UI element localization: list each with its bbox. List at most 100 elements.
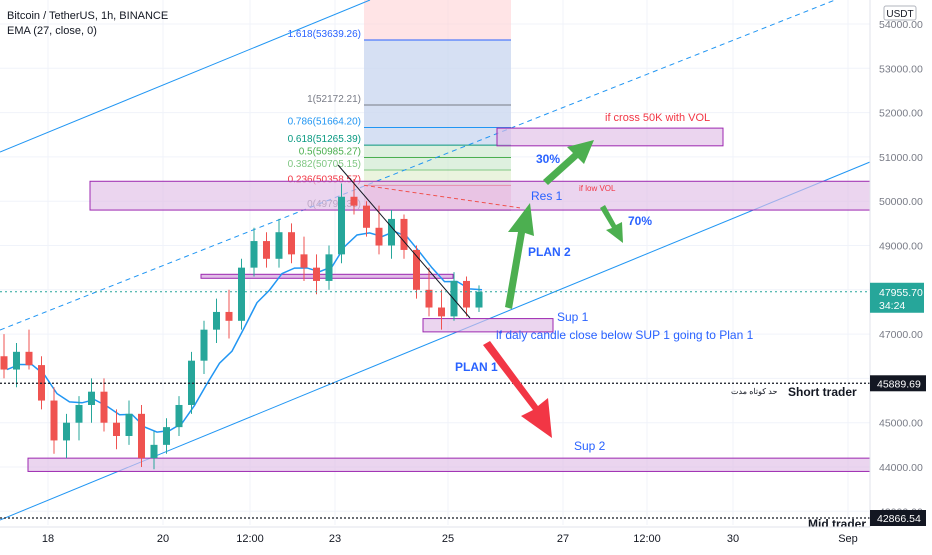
- ema-line: [6, 230, 483, 433]
- ema-legend[interactable]: EMA (27, close, 0): [7, 25, 97, 37]
- price-tick-label: 52000.00: [879, 108, 923, 120]
- candle-body: [0, 356, 8, 370]
- time-tick-label: 23: [329, 533, 341, 545]
- candle-body: [188, 360, 195, 405]
- candle-body: [163, 427, 170, 445]
- mid-level-tag: [870, 510, 926, 526]
- candle-body: [325, 254, 333, 281]
- candle-body: [238, 267, 245, 321]
- short-trader-fa-label: حد کوتاه مدت: [731, 387, 777, 396]
- candle-body: [288, 232, 295, 255]
- plan1-label: PLAN 1: [455, 360, 498, 374]
- time-tick-label: Sep: [838, 533, 858, 545]
- fib-zone-blue: [364, 39, 511, 146]
- candle-body: [463, 280, 470, 308]
- candle-body: [213, 311, 220, 330]
- currency-badge: [883, 5, 917, 21]
- fib-level-label: 1(52172.21): [307, 94, 361, 105]
- time-tick-label: 18: [42, 533, 54, 545]
- time-axis-bg: [0, 527, 932, 550]
- fib-level-label: 0.382(50705.15): [288, 159, 361, 170]
- time-tick-label: 20: [157, 533, 169, 545]
- sup1-zone: [422, 318, 554, 333]
- candle-body: [100, 391, 108, 423]
- price-tick-label: 53000.00: [879, 63, 923, 75]
- candle-body: [338, 196, 345, 255]
- candle-body: [275, 232, 283, 259]
- downtrend-line: [337, 164, 471, 319]
- fibonacci-retracement[interactable]: 1.618(53639.26) 1(52172.21) 0.786(51664.20…: [288, 0, 511, 211]
- candle-body: [88, 391, 95, 405]
- candle-body: [388, 218, 395, 246]
- daily-note-label: if daly candle close below SUP 1 going t…: [496, 328, 754, 342]
- fib-level-label: 1.618(53639.26): [288, 29, 361, 40]
- candle-body: [225, 311, 233, 321]
- chart-legend: Bitcoin / TetherUS, 1h, BINANCE EMA (27,…: [7, 9, 168, 39]
- candle-body: [313, 267, 320, 281]
- fib-level-label: 0.236(50358.57): [288, 174, 361, 185]
- candle-body: [200, 329, 208, 361]
- time-axis[interactable]: 18 20 12:00 23 25 27 12:00 30 Sep: [0, 526, 932, 550]
- candle-body: [150, 444, 158, 459]
- price-tick-label: 47000.00: [879, 329, 923, 341]
- plan2-label: PLAN 2: [528, 245, 571, 259]
- res1-zone: [89, 180, 871, 211]
- currency-label: USDT: [886, 9, 913, 20]
- candle-body: [25, 351, 33, 366]
- candle-body: [300, 254, 308, 268]
- short-trader-label: Short trader: [788, 385, 857, 399]
- time-tick-label: 27: [557, 533, 569, 545]
- symbol-title[interactable]: Bitcoin / TetherUS, 1h, BINANCE: [7, 10, 169, 22]
- time-tick-label: 25: [442, 533, 454, 545]
- candle-body: [363, 205, 370, 228]
- drawing-overlays[interactable]: Res 1 Sup 1 Sup 2 PLAN 1 PLAN 2 30% 70% if cros…: [0, 112, 870, 531]
- candle-body: [263, 241, 270, 259]
- candle-body: [75, 404, 83, 423]
- price-tick-label: 50000.00: [879, 196, 923, 208]
- time-tick-label: 12:00: [633, 533, 661, 545]
- candle-body: [250, 241, 258, 268]
- candle-body: [475, 291, 483, 308]
- sup2-label: Sup 2: [574, 439, 606, 453]
- price-tick-label: 45000.00: [879, 418, 923, 430]
- fib-level-label: 0.786(51664.20): [288, 116, 361, 127]
- mid-channel-line: [0, 0, 836, 331]
- plan1-arrow: [483, 341, 552, 438]
- candle-body: [350, 196, 358, 206]
- price-tick-label: 44000.00: [879, 462, 923, 474]
- upper-channel-line: [0, 0, 371, 153]
- candle-body: [113, 422, 120, 436]
- time-tick-label: 30: [727, 533, 739, 545]
- candle-body: [125, 413, 133, 436]
- fib-level-label: 0.5(50985.27): [299, 147, 361, 158]
- last-price-tag: [870, 282, 924, 313]
- candle-body: [438, 307, 445, 317]
- price-tick-label: 49000.00: [879, 241, 923, 253]
- pct30-label: 30%: [536, 152, 560, 166]
- price-tick-label: 54000.00: [879, 19, 923, 31]
- pct70-label: 70%: [628, 214, 652, 228]
- candle-body: [400, 218, 408, 250]
- candle-body: [175, 404, 183, 428]
- short-level-tag: [870, 375, 926, 392]
- down70-arrow: [600, 205, 623, 243]
- candle-body: [450, 280, 458, 317]
- last-price-value: 47955.70: [879, 287, 923, 299]
- low-vol-label: if low VOL: [579, 184, 616, 193]
- price-axis-bg: [870, 0, 932, 550]
- time-tick-label: 12:00: [236, 533, 264, 545]
- plan2-arrow: [505, 203, 534, 309]
- cross-note-label: if cross 50K with VOL: [605, 112, 710, 124]
- resistance-dash-line: [363, 184, 521, 209]
- fib-level-label: 0.618(51265.39): [288, 134, 361, 145]
- candle-body: [375, 227, 383, 246]
- mid-level-value: 42866.54: [877, 513, 921, 525]
- candle-body: [413, 249, 420, 290]
- res1-label: Res 1: [531, 189, 563, 203]
- candle-body: [138, 413, 145, 459]
- short-level-value: 45889.69: [877, 378, 921, 390]
- candle-body: [50, 400, 58, 441]
